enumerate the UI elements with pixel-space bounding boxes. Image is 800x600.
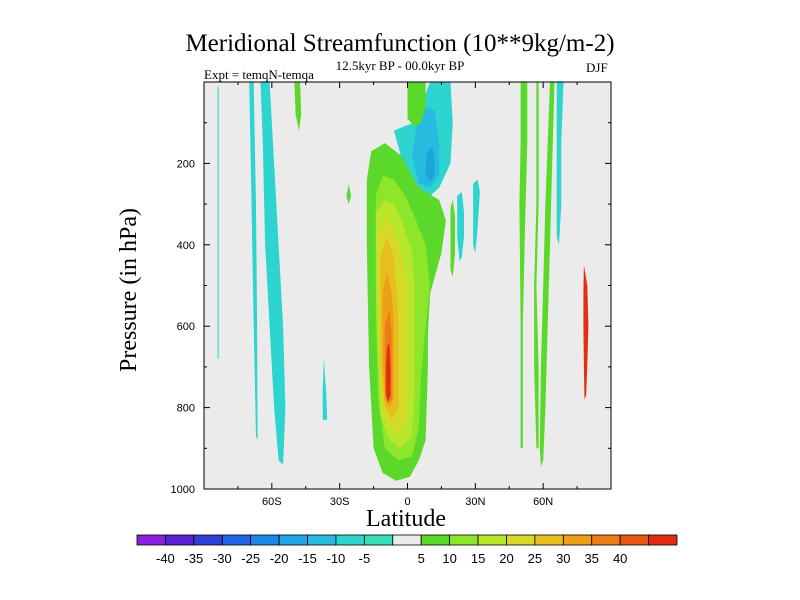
colorbar-swatch: [250, 534, 280, 546]
colorbar-label: -5: [359, 551, 371, 566]
colorbar-swatch: [449, 534, 479, 546]
region-sh-35s-speck: [346, 183, 351, 205]
x-axis-label: Latitude: [366, 506, 446, 532]
x-tick-label: 0: [404, 496, 410, 508]
region-eq-red: [386, 342, 391, 402]
colorbar-swatch: [307, 534, 337, 546]
region-sh-35s-pair: [322, 358, 328, 420]
contour-regions: [204, 82, 611, 489]
x-tick-label: 30N: [465, 496, 485, 508]
colorbar: -40 -35 -30 -25 -20 -15 -10 -5 5 10 15 20 25 30 35 40: [136, 534, 678, 566]
y-tick-label: 200: [177, 158, 195, 170]
region-nh-25n-cyan: [457, 191, 464, 262]
colorbar-swatch: [221, 534, 252, 546]
colorbar-label: 25: [528, 551, 542, 566]
colorbar-swatch: [363, 534, 394, 546]
colorbar-swatch: [648, 534, 678, 546]
region-nh-55n-green: [534, 82, 539, 449]
colorbar-swatch: [506, 534, 536, 546]
region-sh-60s-col: [260, 82, 286, 465]
y-tick-label: 400: [177, 240, 195, 252]
colorbar-label: -20: [270, 551, 289, 566]
chart-subtitle: 12.5kyr BP - 00.0kyr BP: [335, 58, 465, 73]
region-sh-polar-tongue: [249, 82, 258, 441]
region-nh-60n-green: [539, 82, 555, 467]
colorbar-swatch: [619, 534, 649, 546]
colorbar-label: -10: [327, 551, 346, 566]
region-upper-blue: [425, 147, 435, 182]
region-nh-30n-cyan: [473, 179, 480, 253]
colorbar-label: 15: [471, 551, 485, 566]
colorbar-swatch: [165, 534, 195, 546]
axis-ticks: 200 400 600 800 1000 60S 30S 0 30N 60N: [171, 82, 611, 508]
region-sh-south-band: [217, 86, 219, 359]
colorbar-label: -25: [241, 551, 260, 566]
region-nh-30n-green: [450, 200, 455, 278]
colorbar-swatch: [136, 534, 166, 546]
colorbar-label: 40: [613, 551, 627, 566]
colorbar-swatch: [534, 534, 564, 546]
colorbar-label: -35: [184, 551, 203, 566]
y-axis-label: Pressure (in hPa): [116, 208, 142, 372]
y-tick-label: 800: [177, 403, 195, 415]
colorbar-label: 30: [556, 551, 570, 566]
y-tick-label: 600: [177, 321, 195, 333]
region-eq-right-green: [427, 261, 435, 286]
region-top-green-cap: [407, 82, 426, 127]
colorbar-swatch: [193, 534, 223, 546]
colorbar-swatch: [278, 534, 308, 546]
colorbar-swatch: [335, 534, 365, 546]
colorbar-swatch: [420, 534, 451, 546]
colorbar-swatch: [477, 534, 507, 546]
region-sh-45s-green: [294, 82, 302, 131]
colorbar-label: 5: [418, 551, 425, 566]
colorbar-label: -40: [156, 551, 175, 566]
colorbar-label: -15: [298, 551, 317, 566]
colorbar-swatch: [591, 534, 621, 546]
colorbar-swatch: [392, 534, 422, 546]
colorbar-label: 35: [584, 551, 598, 566]
region-nh-75n-red: [583, 265, 589, 400]
season-label: DJF: [586, 60, 608, 75]
x-tick-label: 30S: [330, 496, 350, 508]
y-tick-label: 1000: [171, 484, 195, 496]
region-nh-50n-green: [519, 82, 528, 449]
chart-title: Meridional Streamfunction (10**9kg/m-2): [185, 30, 615, 57]
colorbar-label: -30: [213, 551, 232, 566]
colorbar-label: 10: [442, 551, 456, 566]
colorbar-swatch: [562, 534, 593, 546]
region-nh-60n-cyan: [556, 82, 564, 245]
x-tick-label: 60N: [533, 496, 553, 508]
experiment-label: Expt = temqN-temqa: [204, 67, 314, 82]
colorbar-label: 20: [499, 551, 513, 566]
x-tick-label: 60S: [262, 496, 282, 508]
